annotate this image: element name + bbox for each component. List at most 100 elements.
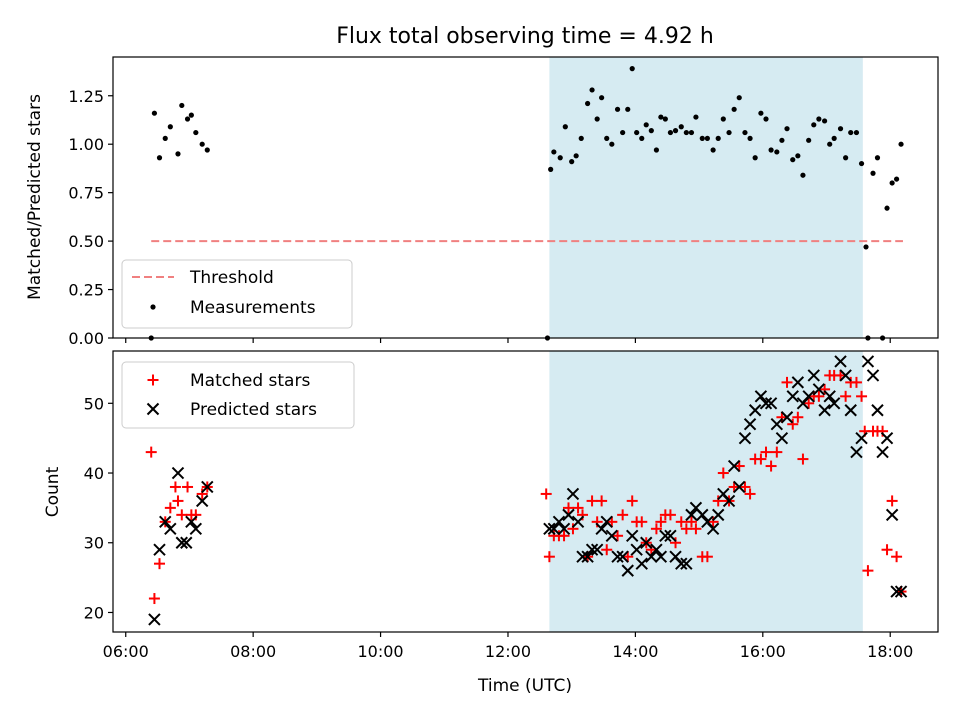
measurement-point [625, 106, 631, 112]
measurement-point [629, 66, 635, 72]
predicted-star-point [754, 390, 768, 403]
measurement-point [156, 155, 163, 161]
measurement-point [843, 155, 849, 161]
predicted-star-point [552, 515, 566, 529]
matched-star-point [835, 369, 847, 381]
predicted-star-point [706, 522, 720, 536]
predicted-star-point [585, 543, 599, 556]
measurement-point [639, 135, 645, 141]
measurement-point [578, 135, 584, 141]
matched-star-point [760, 446, 772, 458]
matched-star-point [154, 558, 166, 570]
measurement-point [594, 116, 600, 122]
measurement-point [648, 128, 654, 134]
predicted-star-point [590, 543, 604, 556]
legend-measurement-swatch [150, 304, 156, 310]
measurement-point [620, 129, 626, 136]
top-observing-span [549, 57, 863, 338]
predicted-star-point [626, 529, 639, 542]
bottom-y-tick-label: 40 [84, 464, 104, 483]
measurement-point [548, 166, 554, 172]
matched-star-point [744, 488, 756, 500]
matched-star-point [781, 376, 793, 388]
predicted-star-point [195, 494, 209, 508]
matched-star-point [606, 516, 618, 528]
top-y-tick-label: 0.25 [68, 281, 104, 300]
predicted-star-point [680, 557, 693, 570]
predicted-star-point [818, 404, 831, 417]
bottom-axes-frame [112, 350, 939, 633]
matched-star-point [558, 530, 570, 542]
measurement-point [699, 135, 705, 141]
measurement-point [693, 114, 699, 120]
top-y-tick-label: 1.25 [68, 87, 104, 106]
top-legend: Threshold Measurements [121, 259, 353, 329]
measurement-point [863, 244, 869, 250]
matched-star-point [670, 537, 682, 549]
matched-star-point [886, 495, 898, 507]
predicted-star-point [640, 536, 653, 549]
legend-x-marker [146, 402, 160, 416]
matched-star-point [685, 516, 697, 528]
measurement-point [188, 112, 194, 118]
x-tick-label: 18:00 [867, 642, 913, 661]
measurement-point [806, 137, 812, 143]
measurement-point [848, 129, 854, 136]
predicted-star-point [775, 431, 789, 445]
matched-star-point [755, 453, 767, 465]
measurement-point [827, 141, 833, 147]
measurement-point [715, 135, 721, 141]
bottom-y-tick-label: 30 [84, 534, 104, 553]
predicted-star-point [764, 397, 778, 410]
predicted-star-point [712, 508, 725, 522]
matched-star-point [675, 516, 687, 528]
measurement-point [609, 141, 615, 147]
measurement-point [800, 172, 806, 178]
predicted-star-point [696, 508, 709, 522]
matched-star-point [862, 565, 874, 577]
predicted-star-point [164, 522, 177, 536]
matched-star-point [771, 446, 783, 458]
matched-star-point [707, 516, 719, 528]
ratio-panel: 0.00 0.25 0.50 0.75 1.00 1.25 Matched/Predict… [25, 56, 939, 348]
matched-star-point [164, 502, 176, 514]
measurement-point [614, 106, 621, 112]
predicted-star-point [802, 390, 815, 403]
measurement-point [898, 141, 904, 147]
measurement-point [683, 129, 689, 136]
predicted-star-point [185, 515, 198, 529]
measurement-point [704, 135, 710, 141]
matched-star-point [543, 551, 555, 563]
measurement-point [774, 149, 780, 155]
measurement-point [811, 122, 817, 128]
top-y-tick-label: 0.00 [68, 329, 104, 348]
x-tick-label: 06:00 [103, 642, 149, 661]
bottom-y-tick-label: 20 [84, 603, 104, 622]
measurement-point [184, 116, 191, 122]
measurement-point [643, 122, 649, 128]
predicted-star-point [664, 529, 677, 542]
matched-star-point [765, 460, 777, 472]
measurement-point [858, 160, 865, 167]
measurement-points [148, 66, 904, 341]
top-y-tick-label: 0.75 [68, 184, 104, 203]
matched-star-point [664, 509, 676, 521]
predicted-star-point [576, 550, 589, 563]
measurement-point [763, 116, 769, 122]
predicted-star-point [571, 515, 585, 529]
matched-star-point [776, 411, 788, 423]
predicted-star-point [616, 550, 629, 563]
predicted-star-point [148, 613, 161, 626]
measurement-point [193, 129, 199, 136]
matched-star-point [881, 544, 893, 556]
predicted-star-point [880, 431, 894, 445]
matched-star-point [563, 502, 575, 514]
matched-star-point [739, 481, 751, 493]
predicted-star-point [890, 585, 903, 598]
legend-predicted-swatch [146, 402, 160, 416]
measurement-point [151, 110, 158, 116]
predicted-star-point [562, 508, 575, 522]
measurement-point [816, 116, 822, 122]
measurement-point [837, 126, 844, 132]
